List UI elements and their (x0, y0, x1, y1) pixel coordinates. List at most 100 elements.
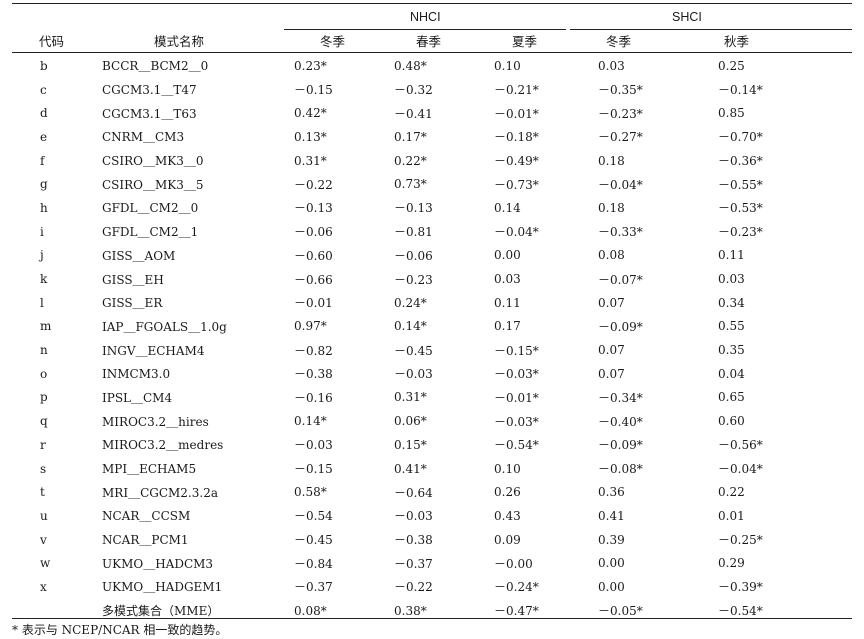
value-nhci-summer: －0.21* (494, 83, 539, 98)
model-name: NCAR＿CCSM (102, 509, 191, 524)
model-code: q (40, 414, 48, 429)
value-shci-autumn: 0.11 (718, 248, 745, 263)
value-nhci-winter: 0.23* (294, 58, 327, 73)
value-nhci-winter: －0.45 (294, 533, 333, 548)
value-nhci-winter: －0.16 (294, 390, 333, 405)
table-row: t MRI＿CGCM2.3.2a 0.58* －0.64 0.26 0.36 0.22 (0, 480, 864, 504)
value-nhci-winter: －0.15 (294, 83, 333, 98)
column-header-nhci-winter: 冬季 (320, 34, 346, 49)
value-nhci-spring: 0.14* (394, 319, 427, 334)
value-nhci-spring: 0.31* (394, 390, 427, 405)
bottom-rule (12, 618, 852, 619)
model-name: CGCM3.1＿T63 (102, 106, 197, 121)
value-nhci-winter: 0.14* (294, 414, 327, 429)
value-shci-winter: 0.03 (598, 58, 625, 73)
value-nhci-spring: －0.45 (394, 343, 433, 358)
model-code: j (40, 248, 44, 263)
value-nhci-summer: －0.73* (494, 177, 539, 192)
value-shci-winter: 0.36 (598, 485, 625, 500)
model-name: IPSL＿CM4 (102, 390, 173, 405)
model-name: GISS＿EH (102, 272, 164, 287)
value-nhci-winter: －0.06 (294, 225, 333, 240)
value-shci-autumn: 0.03 (718, 272, 745, 287)
value-nhci-spring: －0.81 (394, 225, 433, 240)
value-nhci-spring: 0.41* (394, 461, 427, 476)
model-code: g (40, 177, 48, 192)
table-row: o INMCM3.0 －0.38 －0.03 －0.03* 0.07 0.04 (0, 362, 864, 386)
value-nhci-spring: －0.37 (394, 556, 433, 571)
value-nhci-winter: －0.03 (294, 438, 333, 453)
value-nhci-winter: －0.54 (294, 509, 333, 524)
model-name: GFDL＿CM2＿1 (102, 225, 199, 240)
value-shci-autumn: －0.25* (718, 533, 763, 548)
model-code: o (40, 366, 48, 381)
table-row: f CSIRO＿MK3＿0 0.31* 0.22* －0.49* 0.18 －0.36* (0, 149, 864, 173)
value-shci-winter: 0.18 (598, 153, 625, 168)
model-name: CNRM＿CM3 (102, 130, 185, 145)
value-nhci-spring: 0.06* (394, 414, 427, 429)
value-shci-autumn: 0.60 (718, 414, 745, 429)
model-code: n (40, 343, 48, 358)
value-shci-winter: 0.41 (598, 508, 625, 523)
table-row: d CGCM3.1＿T63 0.42* －0.41 －0.01* －0.23* 0.85 (0, 101, 864, 125)
value-nhci-spring: －0.23 (394, 272, 433, 287)
model-code: w (40, 556, 51, 571)
value-nhci-winter: 0.31* (294, 153, 327, 168)
shci-group-rule (570, 29, 852, 30)
table-row: s MPI＿ECHAM5 －0.15 0.41* 0.10 －0.08* －0.04* (0, 457, 864, 481)
value-shci-autumn: 0.22 (718, 485, 745, 500)
value-shci-winter: 0.07 (598, 366, 625, 381)
value-shci-autumn: －0.54* (718, 604, 763, 619)
header-rule (12, 52, 852, 53)
value-nhci-winter: 0.13* (294, 129, 327, 144)
value-shci-winter: 0.07 (598, 343, 625, 358)
value-nhci-spring: 0.22* (394, 153, 427, 168)
table-row: i GFDL＿CM2＿1 －0.06 －0.81 －0.04* －0.33* －0.23* (0, 220, 864, 244)
table-body: b BCCR＿BCM2＿0 0.23* 0.48* 0.10 0.03 0.25 c CGCM3… (0, 54, 864, 623)
value-nhci-summer: －0.15* (494, 343, 539, 358)
value-nhci-summer: －0.01* (494, 106, 539, 121)
value-nhci-winter: －0.66 (294, 272, 333, 287)
value-nhci-summer: 0.43 (494, 508, 521, 523)
value-shci-autumn: 0.29 (718, 556, 745, 571)
model-code: t (40, 485, 45, 500)
value-shci-winter: －0.05* (598, 604, 643, 619)
value-shci-winter: －0.08* (598, 462, 643, 477)
value-nhci-summer: －0.03* (494, 414, 539, 429)
value-nhci-winter: －0.01 (294, 296, 333, 311)
value-nhci-summer: －0.03* (494, 367, 539, 382)
value-shci-autumn: －0.04* (718, 462, 763, 477)
value-shci-winter: －0.33* (598, 225, 643, 240)
value-shci-autumn: －0.23* (718, 225, 763, 240)
table-row: u NCAR＿CCSM －0.54 －0.03 0.43 0.41 0.01 (0, 504, 864, 528)
value-nhci-summer: －0.18* (494, 130, 539, 145)
value-nhci-summer: 0.11 (494, 295, 521, 310)
table-row: b BCCR＿BCM2＿0 0.23* 0.48* 0.10 0.03 0.25 (0, 54, 864, 78)
value-shci-autumn: 0.34 (718, 295, 745, 310)
model-name: MPI＿ECHAM5 (102, 462, 197, 477)
model-name: GFDL＿CM2＿0 (102, 201, 199, 216)
table-row: p IPSL＿CM4 －0.16 0.31* －0.01* －0.34* 0.65 (0, 386, 864, 410)
model-name: INGV＿ECHAM4 (102, 343, 205, 358)
value-nhci-spring: －0.41 (394, 106, 433, 121)
model-name: MRI＿CGCM2.3.2a (102, 485, 218, 500)
value-shci-autumn: －0.39* (718, 580, 763, 595)
model-code (0, 599, 100, 623)
value-nhci-spring: 0.73* (394, 177, 427, 192)
model-name: 多模式集合（MME） (102, 604, 220, 619)
value-shci-winter: －0.23* (598, 106, 643, 121)
model-code: h (40, 200, 48, 215)
model-code: f (40, 153, 45, 168)
model-name: CSIRO＿MK3＿0 (102, 154, 204, 169)
table-row: q MIROC3.2＿hires 0.14* 0.06* －0.03* －0.40* 0.6… (0, 409, 864, 433)
model-code: i (40, 224, 44, 239)
value-nhci-summer: －0.01* (494, 390, 539, 405)
model-code: c (40, 82, 47, 97)
table-row: l GISS＿ER －0.01 0.24* 0.11 0.07 0.34 (0, 291, 864, 315)
model-name: BCCR＿BCM2＿0 (102, 59, 209, 74)
value-shci-autumn: 0.35 (718, 343, 745, 358)
column-header-shci-winter: 冬季 (606, 34, 632, 49)
value-nhci-summer: 0.17 (494, 319, 521, 334)
model-name: CSIRO＿MK3＿5 (102, 177, 204, 192)
